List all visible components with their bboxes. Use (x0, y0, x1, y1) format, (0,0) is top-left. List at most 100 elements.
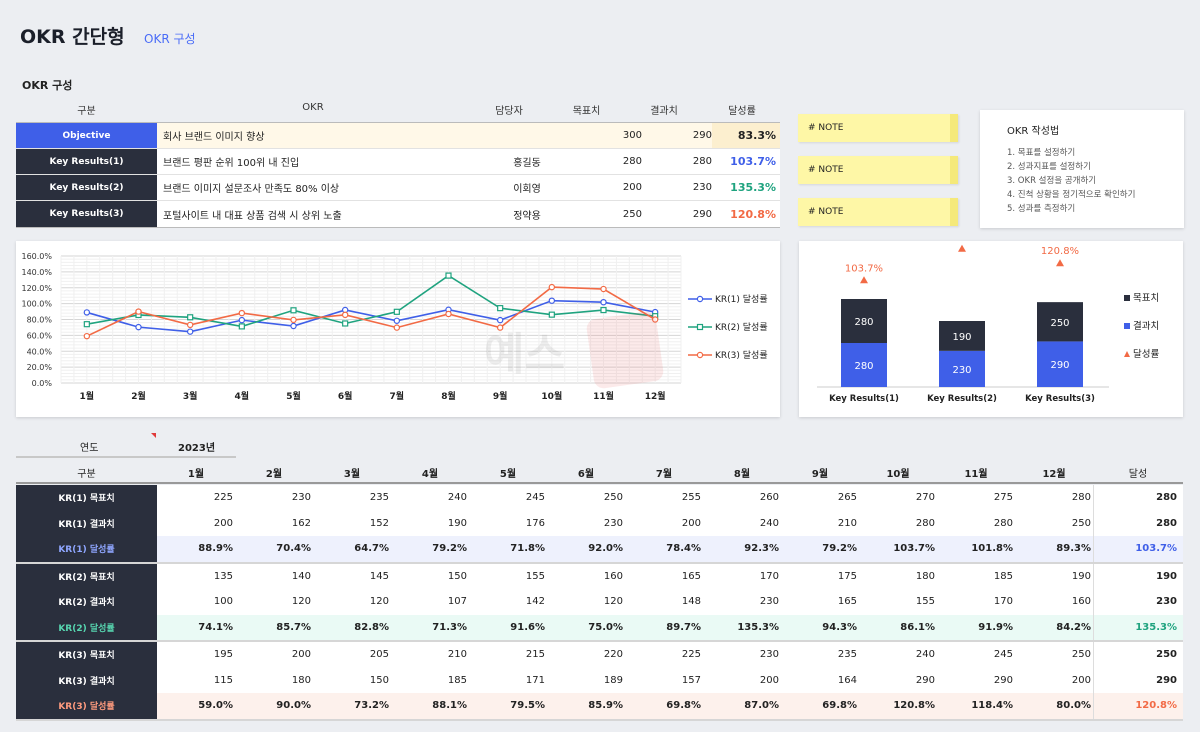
table-cell[interactable]: 275 (993, 492, 1013, 504)
table-cell[interactable]: 260 (759, 492, 779, 504)
table-cell[interactable]: 230 (291, 492, 311, 504)
year-select[interactable]: 2023년 (178, 443, 216, 454)
table-cell[interactable]: 135 (213, 570, 233, 582)
table-cell[interactable]: 69.8% (666, 700, 701, 712)
okr-structure-link[interactable]: OKR 구성 (144, 32, 196, 46)
okr-row-result[interactable]: 280 (692, 156, 712, 167)
table-cell[interactable]: 190 (447, 517, 467, 529)
table-cell[interactable]: 235 (369, 492, 389, 504)
okr-row-result[interactable]: 290 (692, 130, 712, 141)
okr-row-target[interactable]: 200 (622, 182, 642, 193)
table-cell[interactable]: 155 (915, 596, 935, 608)
table-cell[interactable]: 280 (993, 517, 1013, 529)
table-cell[interactable]: 280 (915, 517, 935, 529)
table-cell[interactable]: 265 (837, 492, 857, 504)
table-cell[interactable]: 118.4% (971, 700, 1013, 712)
table-cell[interactable]: 115 (213, 674, 233, 686)
table-cell[interactable]: 180 (291, 674, 311, 686)
table-cell[interactable]: 150 (447, 570, 467, 582)
table-cell[interactable]: 92.3% (744, 543, 779, 555)
table-cell[interactable]: 195 (213, 649, 233, 661)
table-cell[interactable]: 245 (993, 649, 1013, 661)
table-cell[interactable]: 79.5% (510, 700, 545, 712)
table-cell[interactable]: 78.4% (666, 543, 701, 555)
table-cell[interactable]: 250 (603, 492, 623, 504)
table-cell[interactable]: 88.1% (432, 700, 467, 712)
table-cell[interactable]: 70.4% (276, 543, 311, 555)
okr-row-target[interactable]: 300 (622, 130, 642, 141)
table-cell[interactable]: 91.9% (978, 621, 1013, 633)
table-cell[interactable]: 89.7% (666, 621, 701, 633)
table-cell[interactable]: 89.3% (1056, 543, 1091, 555)
table-cell[interactable]: 210 (837, 517, 857, 529)
table-cell[interactable]: 230 (603, 517, 623, 529)
table-cell[interactable]: 250 (1071, 517, 1091, 529)
okr-row-kr3[interactable]: Key Results(3) 포털사이트 내 대표 상품 검색 시 상위 노출 … (16, 201, 780, 227)
table-cell[interactable]: 150 (369, 674, 389, 686)
table-cell[interactable]: 190 (1071, 570, 1091, 582)
table-cell[interactable]: 245 (525, 492, 545, 504)
table-cell[interactable]: 90.0% (276, 700, 311, 712)
table-cell[interactable]: 230 (759, 596, 779, 608)
okr-row-text[interactable]: 브랜드 평판 순위 100위 내 진입 (163, 158, 300, 169)
table-cell[interactable]: 152 (369, 517, 389, 529)
table-cell[interactable]: 255 (681, 492, 701, 504)
okr-row-result[interactable]: 230 (692, 182, 712, 193)
table-cell[interactable]: 240 (759, 517, 779, 529)
table-cell[interactable]: 80.0% (1056, 700, 1091, 712)
table-cell[interactable]: 142 (525, 596, 545, 608)
table-cell[interactable]: 148 (681, 596, 701, 608)
table-cell[interactable]: 210 (447, 649, 467, 661)
okr-row-text[interactable]: 브랜드 이미지 설문조사 만족도 80% 이상 (163, 184, 340, 195)
okr-row-kr1[interactable]: Key Results(1) 브랜드 평판 순위 100위 내 진입 홍길동 2… (16, 149, 780, 175)
table-cell[interactable]: 164 (837, 674, 857, 686)
sticky-note[interactable]: # NOTE (798, 198, 958, 226)
okr-row-owner[interactable]: 이회영 (513, 184, 541, 195)
table-cell[interactable]: 120 (369, 596, 389, 608)
table-cell[interactable]: 155 (525, 570, 545, 582)
table-cell[interactable]: 290 (915, 674, 935, 686)
table-cell[interactable]: 200 (681, 517, 701, 529)
table-cell[interactable]: 157 (681, 674, 701, 686)
table-cell[interactable]: 82.8% (354, 621, 389, 633)
table-cell[interactable]: 205 (369, 649, 389, 661)
table-cell[interactable]: 176 (525, 517, 545, 529)
table-cell[interactable]: 79.2% (432, 543, 467, 555)
table-cell[interactable]: 135.3% (737, 621, 779, 633)
sticky-note[interactable]: # NOTE (798, 114, 958, 142)
table-cell[interactable]: 200 (213, 517, 233, 529)
table-cell[interactable]: 200 (1071, 674, 1091, 686)
okr-row-result[interactable]: 290 (692, 208, 712, 220)
okr-row-target[interactable]: 250 (622, 208, 642, 220)
table-cell[interactable]: 235 (837, 649, 857, 661)
table-cell[interactable]: 64.7% (354, 543, 389, 555)
okr-row-text[interactable]: 회사 브랜드 이미지 향상 (163, 132, 265, 143)
table-cell[interactable]: 74.1% (198, 621, 233, 633)
table-cell[interactable]: 230 (759, 649, 779, 661)
table-cell[interactable]: 101.8% (971, 543, 1013, 555)
okr-row-kr2[interactable]: Key Results(2) 브랜드 이미지 설문조사 만족도 80% 이상 이… (16, 175, 780, 201)
okr-row-objective[interactable]: Objective 회사 브랜드 이미지 향상 300 290 83.3% (16, 123, 780, 149)
table-cell[interactable]: 92.0% (588, 543, 623, 555)
table-cell[interactable]: 200 (759, 674, 779, 686)
table-cell[interactable]: 87.0% (744, 700, 779, 712)
table-cell[interactable]: 180 (915, 570, 935, 582)
table-cell[interactable]: 91.6% (510, 621, 545, 633)
table-cell[interactable]: 225 (213, 492, 233, 504)
table-cell[interactable]: 107 (447, 596, 467, 608)
table-cell[interactable]: 120 (603, 596, 623, 608)
table-cell[interactable]: 220 (603, 649, 623, 661)
table-cell[interactable]: 280 (1071, 492, 1091, 504)
table-cell[interactable]: 200 (291, 649, 311, 661)
table-cell[interactable]: 69.8% (822, 700, 857, 712)
table-cell[interactable]: 185 (993, 570, 1013, 582)
table-cell[interactable]: 59.0% (198, 700, 233, 712)
okr-row-target[interactable]: 280 (622, 156, 642, 167)
table-cell[interactable]: 175 (837, 570, 857, 582)
table-cell[interactable]: 165 (681, 570, 701, 582)
table-cell[interactable]: 84.2% (1056, 621, 1091, 633)
table-cell[interactable]: 270 (915, 492, 935, 504)
sticky-note[interactable]: # NOTE (798, 156, 958, 184)
okr-row-text[interactable]: 포털사이트 내 대표 상품 검색 시 상위 노출 (163, 210, 342, 222)
table-cell[interactable]: 170 (759, 570, 779, 582)
